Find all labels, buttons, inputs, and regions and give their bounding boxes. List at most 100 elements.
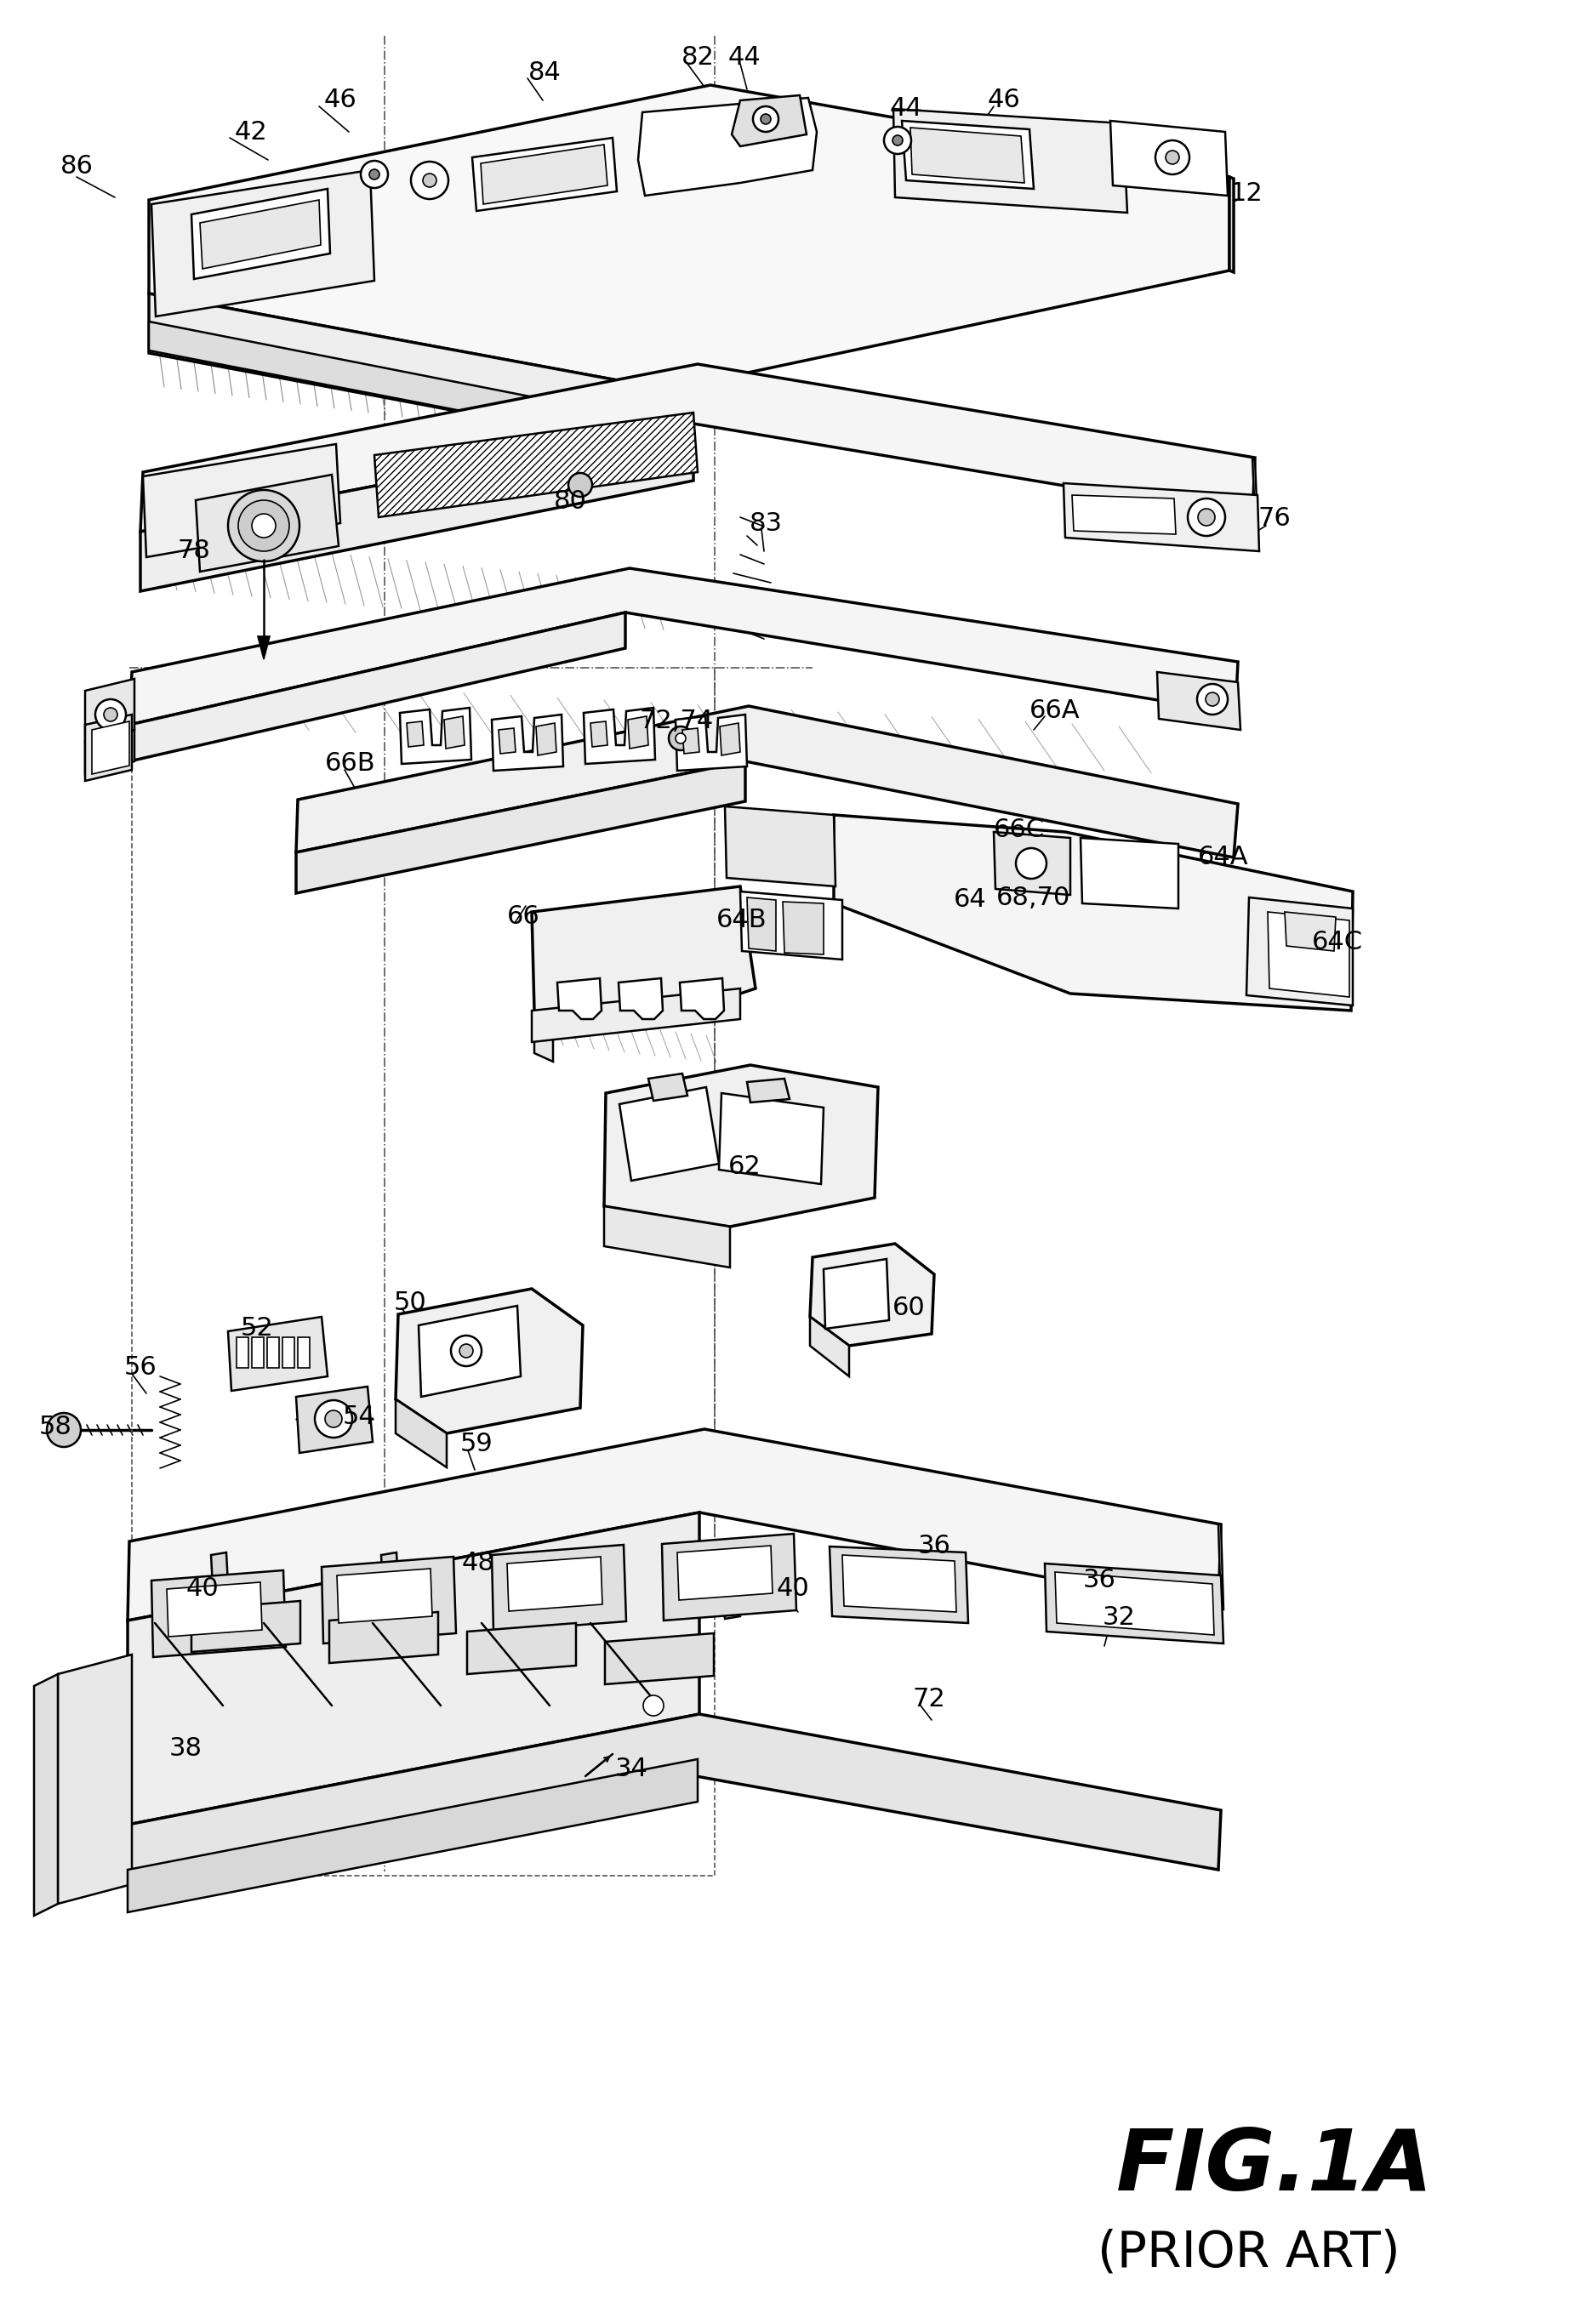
Polygon shape [296, 706, 1237, 858]
Text: (PRIOR ART): (PRIOR ART) [1097, 2229, 1401, 2278]
Polygon shape [1229, 177, 1234, 272]
Polygon shape [140, 423, 694, 590]
Circle shape [1198, 509, 1215, 525]
Polygon shape [683, 727, 699, 753]
Polygon shape [375, 414, 697, 518]
Circle shape [892, 135, 903, 146]
Polygon shape [192, 188, 331, 279]
Polygon shape [480, 144, 608, 205]
Polygon shape [499, 727, 516, 753]
Circle shape [752, 107, 779, 132]
Circle shape [450, 1336, 482, 1367]
Text: 44: 44 [889, 98, 922, 121]
Polygon shape [726, 806, 836, 885]
Polygon shape [628, 716, 648, 748]
Circle shape [1198, 683, 1228, 713]
Polygon shape [491, 1545, 626, 1631]
Text: 34: 34 [615, 1757, 648, 1783]
Text: 72,74: 72,74 [639, 709, 713, 734]
Circle shape [47, 1413, 80, 1448]
Text: 42: 42 [235, 119, 268, 144]
Text: 36: 36 [1083, 1569, 1116, 1592]
Text: 84: 84 [527, 60, 560, 84]
Text: 40: 40 [186, 1576, 219, 1601]
Polygon shape [993, 832, 1070, 895]
Polygon shape [85, 713, 132, 781]
Polygon shape [534, 1011, 552, 1062]
Polygon shape [1110, 121, 1228, 195]
Polygon shape [1080, 839, 1179, 909]
Circle shape [315, 1399, 353, 1439]
Text: 12: 12 [1229, 181, 1262, 207]
Text: 76: 76 [1258, 507, 1291, 532]
Polygon shape [604, 1064, 878, 1227]
Circle shape [102, 739, 120, 755]
Text: 66B: 66B [326, 751, 376, 776]
Polygon shape [400, 709, 471, 765]
Polygon shape [321, 1557, 456, 1643]
Polygon shape [1247, 897, 1352, 1006]
Polygon shape [551, 1552, 570, 1620]
Circle shape [1166, 151, 1179, 165]
Polygon shape [126, 1715, 1221, 1885]
Polygon shape [1253, 458, 1258, 521]
Polygon shape [143, 444, 340, 558]
Text: 64A: 64A [1198, 846, 1248, 869]
Text: 82: 82 [682, 46, 715, 70]
Polygon shape [732, 95, 806, 146]
Polygon shape [268, 1336, 279, 1369]
Polygon shape [823, 1260, 889, 1329]
Circle shape [324, 1411, 342, 1427]
Polygon shape [54, 1420, 77, 1441]
Polygon shape [296, 1387, 373, 1452]
Circle shape [423, 174, 436, 188]
Polygon shape [719, 723, 740, 755]
Circle shape [885, 128, 911, 153]
Polygon shape [834, 816, 1352, 1011]
Polygon shape [532, 885, 756, 1020]
Polygon shape [381, 1552, 400, 1620]
Polygon shape [811, 1318, 848, 1376]
Circle shape [675, 734, 686, 744]
Polygon shape [637, 98, 817, 195]
Text: 54: 54 [343, 1404, 376, 1429]
Polygon shape [842, 1555, 957, 1613]
Polygon shape [472, 137, 617, 211]
Polygon shape [140, 365, 1254, 532]
Text: 58: 58 [39, 1415, 72, 1441]
Polygon shape [675, 713, 748, 772]
Polygon shape [619, 978, 663, 1020]
Polygon shape [748, 897, 776, 951]
Text: 80: 80 [554, 490, 587, 514]
Polygon shape [151, 1571, 286, 1657]
Polygon shape [151, 170, 375, 316]
Polygon shape [85, 679, 134, 741]
Text: 44: 44 [727, 46, 760, 70]
Text: 38: 38 [168, 1736, 201, 1762]
Text: 52: 52 [241, 1315, 274, 1341]
Polygon shape [297, 1336, 310, 1369]
Polygon shape [491, 713, 563, 772]
Polygon shape [829, 1545, 968, 1622]
Text: 66C: 66C [993, 818, 1045, 841]
Polygon shape [150, 293, 667, 451]
Text: 64C: 64C [1311, 930, 1363, 955]
Circle shape [1206, 693, 1220, 706]
Polygon shape [902, 121, 1034, 188]
Circle shape [238, 500, 290, 551]
Polygon shape [337, 1569, 433, 1622]
Polygon shape [444, 716, 464, 748]
Polygon shape [1157, 672, 1240, 730]
Polygon shape [329, 1613, 438, 1664]
Polygon shape [748, 1078, 790, 1102]
Polygon shape [590, 720, 608, 746]
Polygon shape [680, 978, 724, 1020]
Text: 32: 32 [1102, 1606, 1135, 1631]
Text: 68,70: 68,70 [996, 885, 1070, 909]
Text: 72: 72 [913, 1687, 946, 1713]
Text: 40: 40 [776, 1576, 809, 1601]
Text: 64: 64 [954, 888, 987, 913]
Polygon shape [1045, 1564, 1223, 1643]
Text: 46: 46 [987, 88, 1020, 112]
Polygon shape [228, 1318, 327, 1390]
